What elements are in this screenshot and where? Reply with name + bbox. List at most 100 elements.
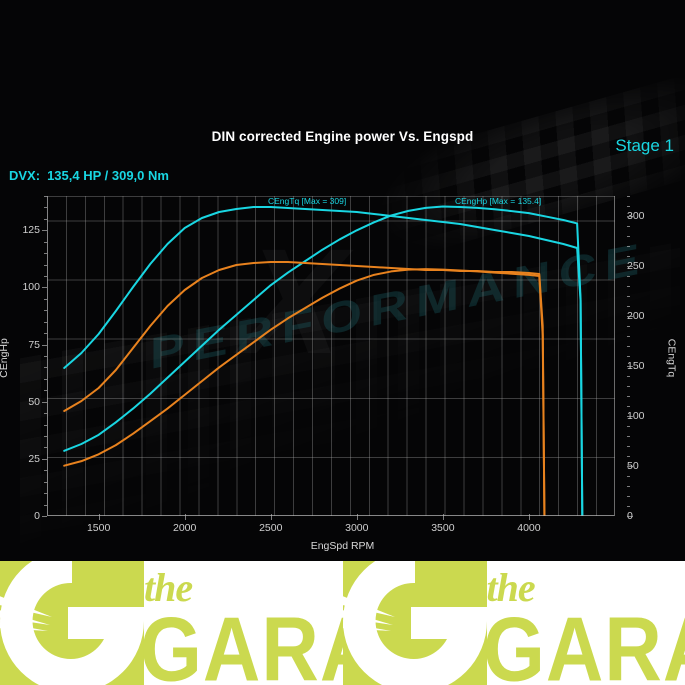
tick-mark xyxy=(627,236,630,237)
garage-g-mark-icon xyxy=(0,561,144,685)
tick-mark xyxy=(627,406,630,407)
y-axis-left-title: CEngHp xyxy=(0,338,10,378)
tick-mark xyxy=(44,264,47,266)
tick-mark xyxy=(44,378,47,380)
tick-mark xyxy=(627,436,630,437)
tick-mark xyxy=(627,336,630,337)
tick-mark xyxy=(627,266,633,267)
tick-mark xyxy=(627,426,630,427)
dvx-value: 135,4 HP / 309,0 Nm xyxy=(47,168,169,183)
tick-mark xyxy=(627,296,630,297)
logo-garage-text: GARAGE xyxy=(140,598,343,685)
logo-the-text: the xyxy=(144,565,193,610)
tick-mark xyxy=(44,196,47,197)
tick-mark xyxy=(44,207,47,209)
tick-mark xyxy=(627,476,630,477)
tick-mark xyxy=(356,514,358,520)
tick-mark xyxy=(44,470,47,472)
garage-wordmark-duplicate: the GARAGE xyxy=(483,563,685,685)
power-curve-annotation: CEngHp [Max = 135.4] xyxy=(455,196,542,206)
x-axis-ticks: 1500 2000 2500 3000 3500 4000 xyxy=(47,514,615,536)
chart-title: DIN corrected Engine power Vs. Engspd xyxy=(211,129,474,144)
tick-mark xyxy=(44,276,47,277)
stage-badge: Stage 1 xyxy=(615,136,674,155)
tick-mark xyxy=(42,287,47,289)
tick-mark xyxy=(42,230,47,232)
tick-mark xyxy=(44,253,47,255)
curve-cenghp-stock xyxy=(63,268,546,516)
plot-frame xyxy=(47,196,615,516)
tick-mark xyxy=(627,456,630,457)
tick-mark xyxy=(44,493,47,495)
garage-wordmark: the GARAGE xyxy=(140,563,343,685)
y-left-tick-50: 50 xyxy=(28,395,40,408)
y-axis-left-ticks: 0 25 50 75 100 125 xyxy=(14,196,47,522)
tick-mark xyxy=(44,447,47,449)
x-tick-2000: 2000 xyxy=(173,522,197,534)
tick-mark xyxy=(44,241,47,243)
chart-panel: X PERFORMANCE DIN corrected Engine power… xyxy=(0,73,685,561)
tick-mark xyxy=(627,256,630,257)
plot-area xyxy=(47,196,615,516)
tick-mark xyxy=(98,514,100,520)
tick-mark xyxy=(528,514,530,520)
tick-mark xyxy=(627,446,630,447)
tick-mark xyxy=(184,514,186,520)
tick-mark xyxy=(627,226,630,227)
tick-mark xyxy=(627,506,630,507)
y-right-tick-250: 250 xyxy=(627,260,645,272)
tick-mark xyxy=(627,396,630,397)
plot-gridlines xyxy=(47,196,615,516)
tick-mark xyxy=(44,298,47,300)
tick-mark xyxy=(44,481,47,483)
y-left-tick-0: 0 xyxy=(34,510,40,522)
tick-mark xyxy=(44,356,47,357)
tick-mark xyxy=(627,276,630,277)
y-right-tick-300: 300 xyxy=(627,210,645,222)
logo-garage-text-duplicate: GARAGE xyxy=(482,598,685,685)
x-tick-3500: 3500 xyxy=(431,522,455,534)
tick-mark xyxy=(44,413,47,415)
y-right-tick-200: 200 xyxy=(627,310,645,322)
tick-mark xyxy=(627,366,633,367)
tick-mark xyxy=(627,386,630,387)
y-axis-right-title: CEngTq xyxy=(665,338,678,378)
tick-mark xyxy=(627,496,630,497)
tick-mark xyxy=(442,514,444,520)
tick-mark xyxy=(44,367,47,369)
tick-mark xyxy=(627,376,630,377)
tick-mark xyxy=(627,466,633,467)
dvx-label: DVX: xyxy=(9,168,41,183)
tick-mark xyxy=(42,401,47,403)
tick-mark xyxy=(42,458,47,460)
tick-mark xyxy=(627,216,633,217)
garage-logo-band: the GARAGE the GARAGE xyxy=(0,561,685,685)
garage-logo-duplicate: the GARAGE xyxy=(342,561,685,685)
y-right-tick-150: 150 xyxy=(627,360,645,372)
tick-mark xyxy=(44,310,47,312)
y-left-tick-125: 125 xyxy=(22,224,40,237)
tick-mark xyxy=(44,436,47,437)
tick-mark xyxy=(627,246,630,247)
x-tick-1500: 1500 xyxy=(86,522,111,534)
tick-mark xyxy=(44,333,47,335)
tick-mark xyxy=(627,516,633,517)
tick-mark xyxy=(627,196,630,197)
curve-cenghp-tuned xyxy=(63,205,584,516)
x-axis-title: EngSpd RPM xyxy=(310,540,375,552)
curve-cengtq-tuned xyxy=(63,206,584,516)
y-left-tick-75: 75 xyxy=(28,338,40,351)
garage-g-mark-icon-duplicate xyxy=(342,561,487,685)
tick-mark xyxy=(44,218,47,220)
y-right-tick-100: 100 xyxy=(627,410,645,422)
x-tick-4000: 4000 xyxy=(517,522,541,534)
x-tick-3000: 3000 xyxy=(345,522,369,534)
tick-mark xyxy=(627,286,630,287)
tick-mark xyxy=(42,344,47,346)
logo-the-text-duplicate: the xyxy=(486,565,536,610)
tick-mark xyxy=(627,416,633,417)
tick-mark xyxy=(44,504,47,506)
tick-mark xyxy=(270,514,272,520)
tick-mark xyxy=(627,206,630,207)
